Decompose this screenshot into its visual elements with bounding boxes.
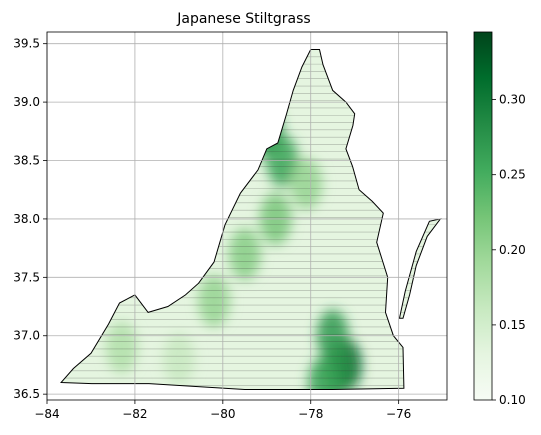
x-tick-label: −78 (298, 407, 323, 421)
heat-hotspot (307, 356, 340, 390)
heat-hotspot (162, 333, 195, 386)
colorbar-gradient (473, 31, 493, 401)
y-tick-label: 37.0 (13, 329, 40, 343)
y-tick-label: 38.5 (13, 154, 40, 168)
colorbar-tick-label: 0.10 (499, 393, 526, 407)
y-tick-label: 38.0 (13, 212, 40, 226)
colorbar: 0.10 0.15 0.20 0.25 0.30 (473, 31, 526, 407)
y-tick-label: 36.5 (13, 387, 40, 401)
plot-area: −84 −82 −80 −78 −76 36.5 37.0 37.5 38.0 38.5 39.0 3… (13, 31, 448, 421)
y-tick-label: 39.5 (13, 37, 40, 51)
colorbar-tick-label: 0.20 (499, 243, 526, 257)
heat-hotspot (228, 227, 261, 280)
heat-hotspot (290, 157, 323, 210)
x-tick-label: −80 (210, 407, 235, 421)
heat-hotspot (198, 274, 231, 327)
heat-hotspot (105, 321, 138, 374)
eastern-shore-outline (398, 218, 442, 319)
chart-title: Japanese Stiltgrass (176, 11, 310, 27)
colorbar-tick-label: 0.30 (499, 93, 526, 107)
state-outline (60, 49, 405, 390)
y-tick-label: 37.5 (13, 270, 40, 284)
y-tick-label: 39.0 (13, 95, 40, 109)
colorbar-tick-label: 0.15 (499, 318, 526, 332)
plot-frame (46, 31, 448, 401)
x-tick-label: −76 (386, 407, 411, 421)
x-tick-label: −82 (122, 407, 147, 421)
x-tick-label: −84 (34, 407, 59, 421)
colorbar-tick-label: 0.25 (499, 168, 526, 182)
